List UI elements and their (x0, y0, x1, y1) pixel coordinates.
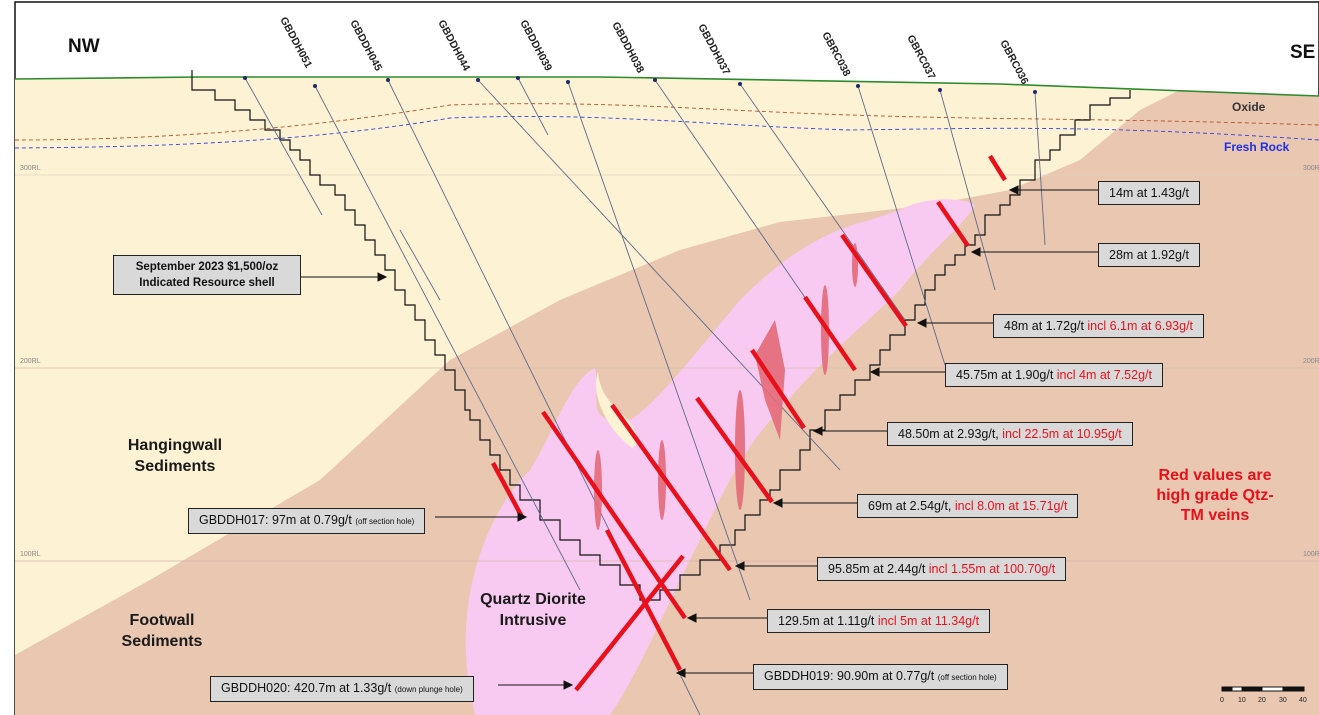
rl-300-label-right: 300RL (1303, 165, 1319, 172)
quartz-diorite-intrusive-area (465, 199, 975, 715)
high-grade-note: Red values are high grade Qtz-TM veins (1156, 467, 1274, 524)
off-section-main: GBDDH019: 90.90m at 0.77g/t (764, 669, 935, 683)
intercept-callout: 69m at 2.54g/t, incl 8.0m at 15.71g/t (857, 494, 1079, 518)
intercept-callout: 28m at 1.92g/t (1098, 243, 1200, 267)
rl-200-label-right: 200RL (1303, 358, 1319, 365)
intercept-callout: 129.5m at 1.11g/t incl 5m at 11.34g/t (767, 609, 991, 633)
rl-300-label: 300RL (20, 165, 41, 172)
hangingwall-label: Hangingwall Sediments (127, 437, 223, 475)
direction-se-label: SE (1290, 42, 1316, 63)
off-section-callout: GBDDH019: 90.90m at 0.77g/t (off section… (753, 664, 1008, 690)
intercept-main: 14m at 1.43g/t (1109, 186, 1189, 200)
fresh-rock-boundary (14, 116, 1319, 149)
oxide-boundary (14, 103, 1319, 141)
off-section-callout: GBDDH017: 97m at 0.79g/t (off section ho… (188, 508, 426, 534)
intrusive-label: Quartz Diorite Intrusive (480, 591, 586, 629)
intercept-callout: 14m at 1.43g/t (1098, 181, 1200, 205)
intercept-incl: incl 5m at 11.34g/t (877, 614, 980, 628)
off-section-note: (down plunge hole) (394, 685, 463, 694)
scale-tick: 0 (1220, 697, 1224, 704)
off-section-main: GBDDH017: 97m at 0.79g/t (199, 513, 352, 527)
scale-tick: 40 (1299, 697, 1307, 704)
scale-tick: 10 (1238, 697, 1246, 704)
oxide-label: Oxide (1232, 100, 1266, 114)
intercept-segments (491, 154, 1007, 692)
intercept-callout: 48m at 1.72g/t incl 6.1m at 6.93g/t (993, 314, 1205, 338)
intercept-main: 48m at 1.72g/t (1004, 319, 1084, 333)
intercept-incl: incl 4m at 7.52g/t (1056, 368, 1152, 382)
scale-bar (1221, 686, 1305, 692)
fresh-rock-label: Fresh Rock (1224, 140, 1290, 154)
intercept-main: 95.85m at 2.44g/t (828, 562, 926, 576)
rl-200-label: 200RL (20, 358, 41, 365)
off-section-callout: GBDDH020: 420.7m at 1.33g/t (down plunge… (210, 676, 474, 702)
rl-100-label: 100RL (20, 551, 41, 558)
intercept-incl: incl 8.0m at 15.71g/t (954, 499, 1068, 513)
intercept-incl: incl 6.1m at 6.93g/t (1087, 319, 1194, 333)
off-section-main: GBDDH020: 420.7m at 1.33g/t (221, 681, 392, 695)
intercept-main: 69m at 2.54g/t, (868, 499, 952, 513)
intercept-incl: incl 22.5m at 10.95g/t (1002, 427, 1122, 441)
intercept-main: 129.5m at 1.11g/t (778, 614, 875, 628)
intercept-callout: 45.75m at 1.90g/t incl 4m at 7.52g/t (945, 363, 1163, 387)
off-section-note: (off section hole) (937, 673, 997, 682)
intercept-main: 48.50m at 2.93g/t, (898, 427, 999, 441)
rl-100-label-right: 100RL (1303, 551, 1319, 558)
footwall-label: Footwall Sediments (121, 612, 203, 650)
intercept-main: 28m at 1.92g/t (1109, 248, 1189, 262)
intercept-callout: 48.50m at 2.93g/t, incl 22.5m at 10.95g/… (887, 422, 1133, 446)
intercept-callout: 95.85m at 2.44g/t incl 1.55m at 100.70g/… (817, 557, 1067, 581)
intercept-main: 45.75m at 1.90g/t (956, 368, 1054, 382)
scale-tick: 20 (1258, 697, 1266, 704)
off-section-note: (off section hole) (355, 517, 415, 526)
direction-nw-label: NW (68, 36, 100, 57)
callout-arrows (300, 185, 1098, 690)
resource-shell-callout: September 2023 $1,500/oz Indicated Resou… (113, 255, 301, 295)
drill-traces (244, 77, 1046, 715)
scale-tick: 30 (1279, 697, 1287, 704)
intercept-incl: incl 1.55m at 100.70g/t (928, 562, 1056, 576)
surface-line (14, 76, 1319, 97)
